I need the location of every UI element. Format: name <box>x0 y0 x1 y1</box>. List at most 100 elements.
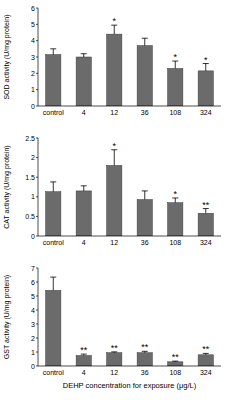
y-tick <box>36 40 38 41</box>
bar <box>107 34 122 106</box>
y-axis <box>38 268 39 366</box>
y-tick <box>36 268 38 269</box>
significance-mark: ** <box>202 344 210 354</box>
y-tick <box>36 138 38 139</box>
x-tick-label: 12 <box>110 369 118 376</box>
y-tick-label: 2 <box>31 335 35 342</box>
significance-mark: ** <box>111 343 119 353</box>
x-tick-label: control <box>43 369 64 376</box>
x-tick-label: 108 <box>169 109 181 116</box>
bar <box>76 191 91 236</box>
x-tick-label: 12 <box>110 239 118 246</box>
y-tick-label: 0 <box>31 363 35 370</box>
bar <box>137 353 152 366</box>
error-bar <box>203 64 209 71</box>
error-bar <box>50 182 56 192</box>
chart-panel: **********01234567control41236108324GST … <box>3 265 221 391</box>
error-bar <box>50 49 56 55</box>
error-bar <box>142 191 148 200</box>
y-axis-label: CAT activity (U/mg protein) <box>3 145 11 228</box>
y-tick <box>36 338 38 339</box>
x-tick-label: 4 <box>82 109 86 116</box>
bar <box>107 165 122 236</box>
bar <box>168 68 183 106</box>
y-tick-label: 0 <box>31 103 35 110</box>
y-tick-label: 1 <box>31 86 35 93</box>
bar <box>168 203 183 236</box>
y-tick <box>36 352 38 353</box>
error-bar <box>172 61 178 68</box>
x-tick-label: 36 <box>141 239 149 246</box>
bars <box>46 25 214 106</box>
y-tick-label: 1 <box>31 349 35 356</box>
y-tick-label: 5 <box>31 21 35 28</box>
y-tick <box>36 324 38 325</box>
y-tick <box>36 296 38 297</box>
error-bar <box>81 54 87 57</box>
x-tick-label: 324 <box>200 239 212 246</box>
bar <box>46 192 61 236</box>
y-tick <box>36 310 38 311</box>
bar <box>198 355 213 366</box>
bar <box>137 200 152 236</box>
y-tick-label: 4 <box>31 307 35 314</box>
x-tick-label: 36 <box>141 109 149 116</box>
y-tick <box>36 177 38 178</box>
y-tick <box>36 157 38 158</box>
y-tick-label: 6 <box>31 279 35 286</box>
error-bar <box>142 38 148 45</box>
significance-mark: ** <box>141 342 149 352</box>
figure: ***0123456control41236108324SOD activity… <box>0 0 225 400</box>
x-axis-label: DEHP concentration for exposure (μg/L) <box>63 381 197 390</box>
error-bar <box>50 277 56 290</box>
x-axis <box>38 106 221 107</box>
y-axis-label: SOD activity (U/mg protein) <box>3 14 11 99</box>
y-tick-label: 3 <box>31 321 35 328</box>
y-tick <box>36 282 38 283</box>
x-tick-label: 4 <box>82 369 86 376</box>
significance-mark: * <box>112 141 116 151</box>
bar <box>137 46 152 106</box>
significance-mark: ** <box>202 200 210 210</box>
chart-panel: ***0123456control41236108324SOD activity… <box>3 5 221 117</box>
bar <box>168 362 183 366</box>
bars <box>46 277 214 366</box>
x-tick-label: 12 <box>110 109 118 116</box>
significance-mark: * <box>173 189 177 199</box>
significance-mark: * <box>204 55 208 65</box>
chart-panel: ****00.511.522.5control41236108324CAT ac… <box>3 135 221 247</box>
x-axis <box>38 366 221 367</box>
bar <box>198 71 213 106</box>
y-tick-label: 0 <box>31 233 35 240</box>
bar <box>46 55 61 106</box>
x-tick-label: 324 <box>200 369 212 376</box>
x-tick-label: 324 <box>200 109 212 116</box>
y-tick <box>36 216 38 217</box>
y-tick <box>36 24 38 25</box>
x-axis <box>38 236 221 237</box>
error-bar <box>111 150 117 166</box>
y-axis-label: GST activity (U/mg protein) <box>3 275 11 359</box>
y-tick-label: 2 <box>31 154 35 161</box>
y-tick-label: 2 <box>31 70 35 77</box>
error-bar <box>81 186 87 191</box>
x-tick-label: 36 <box>141 369 149 376</box>
y-tick-label: 0.5 <box>25 213 35 220</box>
y-tick <box>36 89 38 90</box>
y-tick <box>36 366 38 367</box>
y-tick-label: 1 <box>31 193 35 200</box>
bar <box>76 57 91 106</box>
y-tick-label: 1.5 <box>25 174 35 181</box>
x-tick-label: 108 <box>169 239 181 246</box>
y-tick-label: 6 <box>31 5 35 12</box>
significance-mark: * <box>112 16 116 26</box>
y-tick <box>36 106 38 107</box>
x-tick-label: control <box>43 239 64 246</box>
y-axis <box>38 138 39 236</box>
y-tick <box>36 196 38 197</box>
bars <box>46 150 214 236</box>
y-tick-label: 7 <box>31 265 35 272</box>
significance-mark: ** <box>172 352 180 362</box>
bar <box>76 356 91 367</box>
bar <box>46 290 61 366</box>
